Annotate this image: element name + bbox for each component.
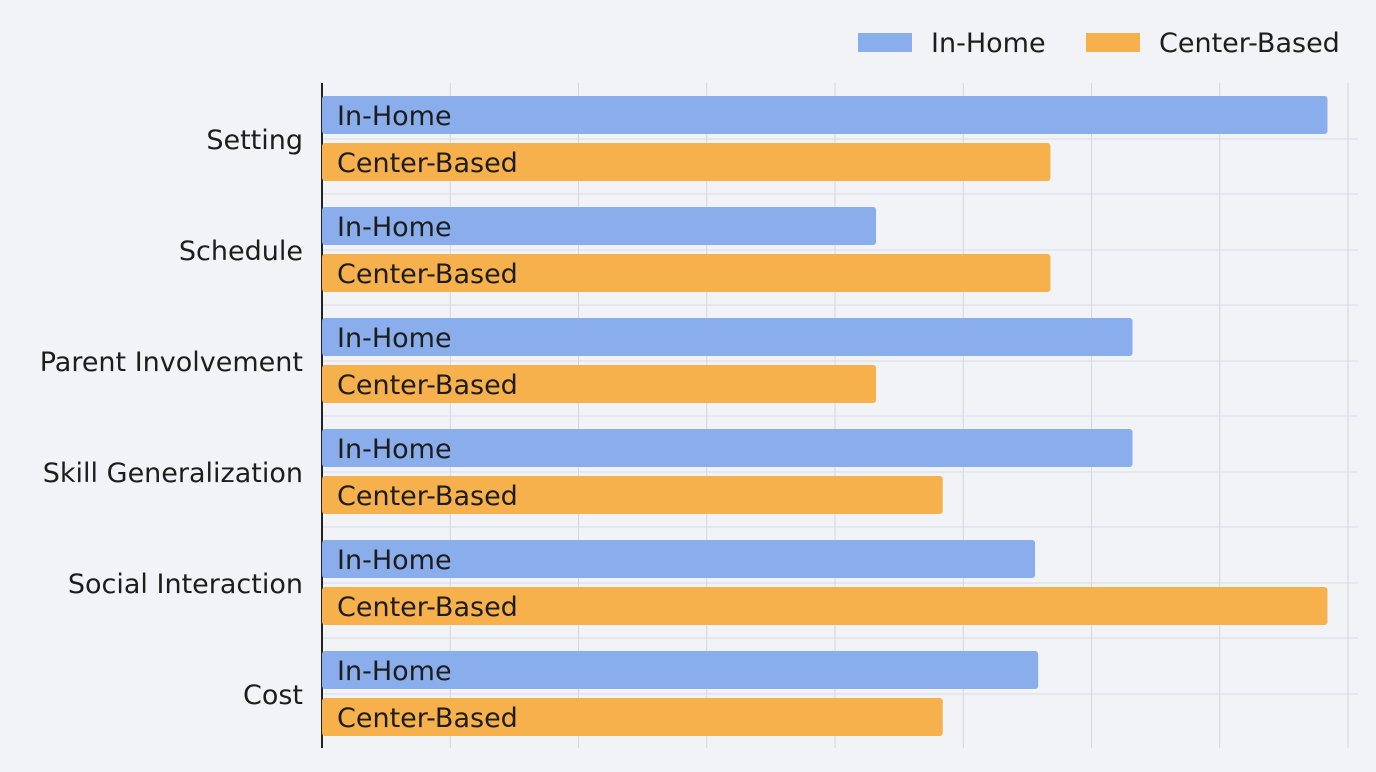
legend-swatch-center-based bbox=[1086, 33, 1140, 52]
bar-center-based-schedule bbox=[322, 254, 1051, 292]
bar-label-center-based-skill-generalization: Center-Based bbox=[337, 481, 518, 512]
bar-in-home-social-interaction bbox=[322, 540, 1036, 578]
bar-label-center-based-setting: Center-Based bbox=[337, 148, 518, 179]
bar-in-home-skill-generalization bbox=[322, 429, 1133, 467]
category-label-social-interaction: Social Interaction bbox=[68, 569, 303, 600]
bar-in-home-parent-involvement bbox=[322, 318, 1133, 356]
bar-center-based-skill-generalization bbox=[322, 476, 943, 514]
bar-label-in-home-setting: In-Home bbox=[337, 101, 452, 132]
category-label-cost: Cost bbox=[243, 680, 303, 711]
legend-swatch-in-home bbox=[858, 33, 912, 52]
legend-label-in-home: In-Home bbox=[931, 28, 1046, 59]
bar-in-home-setting bbox=[322, 96, 1328, 134]
bar-label-center-based-parent-involvement: Center-Based bbox=[337, 370, 518, 401]
bar-label-center-based-social-interaction: Center-Based bbox=[337, 592, 518, 623]
bar-label-in-home-parent-involvement: In-Home bbox=[337, 323, 452, 354]
bar-center-based-setting bbox=[322, 143, 1051, 181]
bar-label-in-home-schedule: In-Home bbox=[337, 212, 452, 243]
bar-label-in-home-cost: In-Home bbox=[337, 656, 452, 687]
bars: In-Home Center-Based In-Home Center-Based In… bbox=[322, 96, 1328, 736]
category-label-setting: Setting bbox=[206, 125, 303, 156]
bar-label-in-home-skill-generalization: In-Home bbox=[337, 434, 452, 465]
grid bbox=[321, 83, 1358, 748]
category-labels: Setting Schedule Parent Involvement Skill G… bbox=[40, 125, 303, 711]
category-label-schedule: Schedule bbox=[179, 236, 303, 267]
bar-label-center-based-cost: Center-Based bbox=[337, 703, 518, 734]
category-label-skill-generalization: Skill Generalization bbox=[43, 458, 303, 489]
category-label-parent-involvement: Parent Involvement bbox=[40, 347, 303, 378]
bar-center-based-social-interaction bbox=[322, 587, 1328, 625]
bar-label-center-based-schedule: Center-Based bbox=[337, 259, 518, 290]
bar-center-based-cost bbox=[322, 698, 943, 736]
legend: In-Home Center-Based bbox=[858, 28, 1340, 59]
bar-in-home-cost bbox=[322, 651, 1039, 689]
bar-label-in-home-social-interaction: In-Home bbox=[337, 545, 452, 576]
bar-center-based-parent-involvement bbox=[322, 365, 877, 403]
legend-label-center-based: Center-Based bbox=[1159, 28, 1340, 59]
bar-in-home-schedule bbox=[322, 207, 877, 245]
